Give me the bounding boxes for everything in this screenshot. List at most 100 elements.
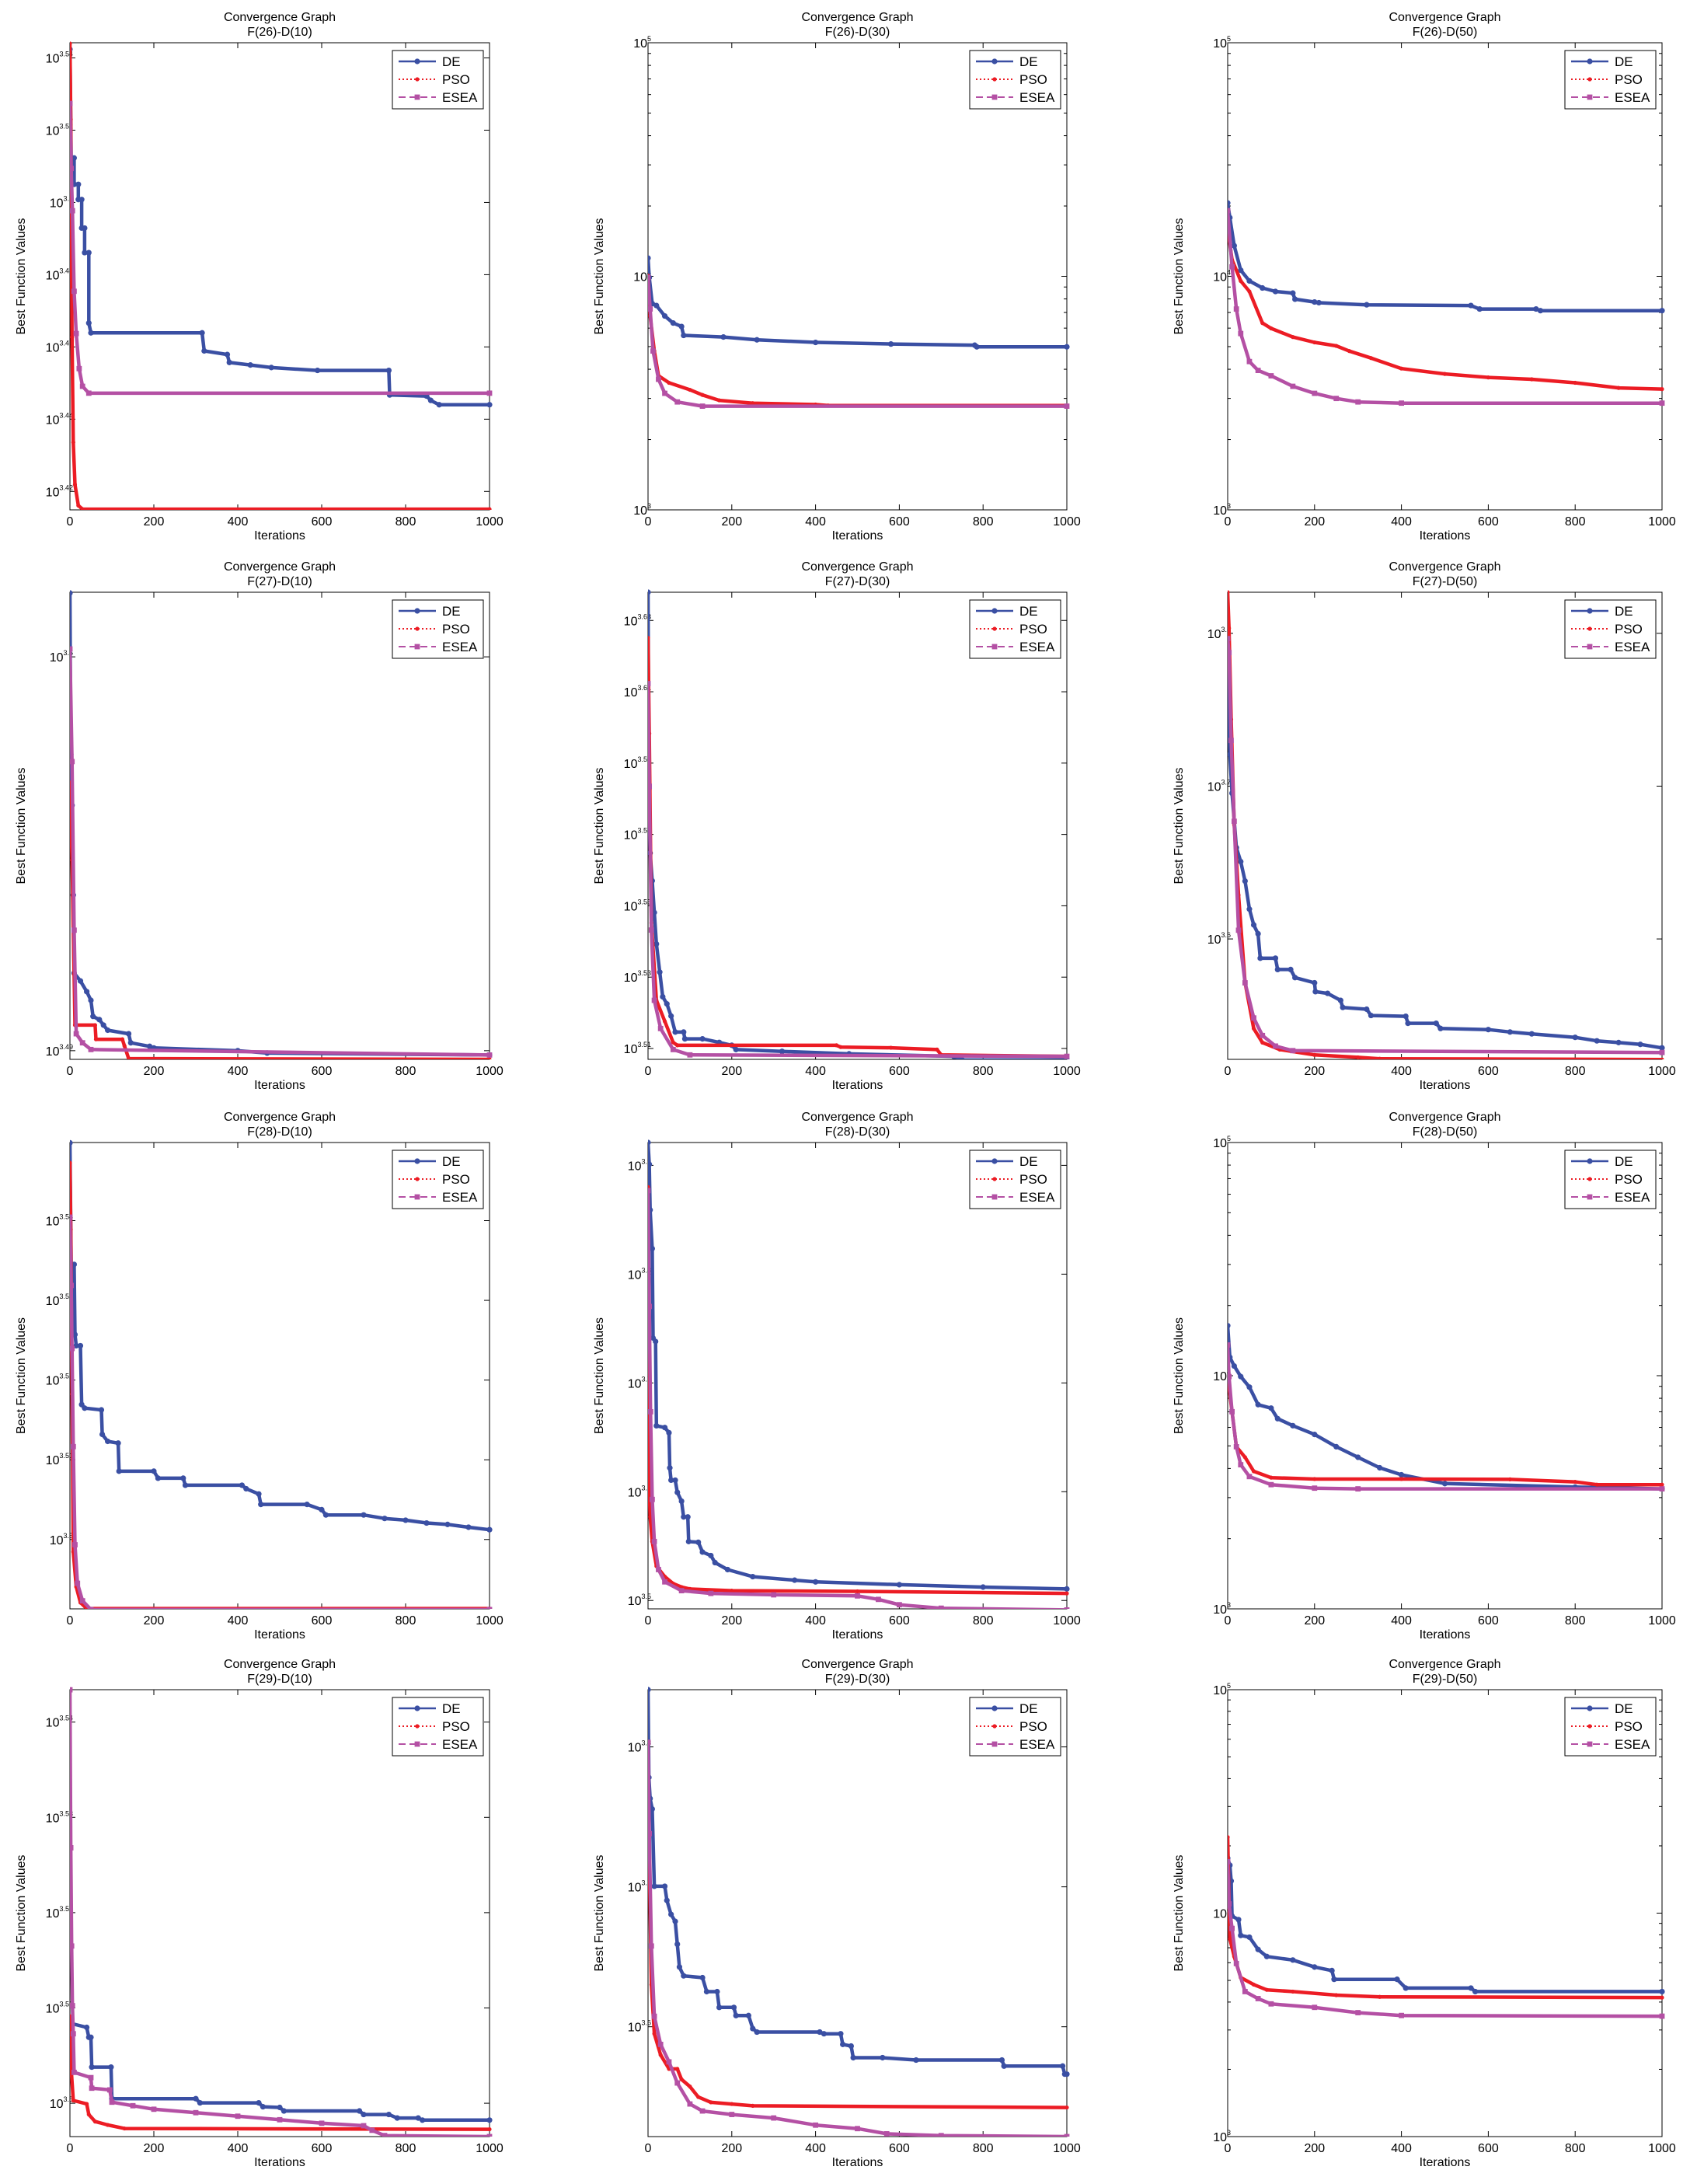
de-marker [201, 347, 207, 354]
x-tick-label: 800 [1565, 1614, 1586, 1628]
de-marker [420, 2117, 426, 2123]
de-marker [82, 249, 88, 256]
y-tick-label: 103.7 [1207, 778, 1231, 794]
esea-marker [991, 1741, 998, 1747]
de-marker [1329, 1967, 1335, 1973]
y-tick-label: 103.49 [46, 1043, 73, 1059]
y-tick-label: 105 [633, 35, 651, 51]
de-marker [1064, 2071, 1070, 2078]
legend-label: ESEA [1615, 1737, 1650, 1752]
de-marker [1064, 344, 1070, 350]
de-marker [672, 1918, 678, 1924]
y-tick-label: 103.52 [46, 1905, 73, 1921]
pso-marker [838, 1045, 843, 1049]
legend: DE PSO ESEA [1564, 50, 1657, 110]
de-marker [1246, 906, 1253, 912]
pso-marker [855, 1589, 860, 1594]
y-tick-label: 103.5 [50, 1532, 73, 1547]
de-marker [90, 1014, 96, 1020]
de-marker [84, 989, 90, 995]
de-marker [681, 1514, 687, 1520]
legend: DE PSO ESEA [1564, 599, 1657, 659]
y-tick-base: 10 [46, 1375, 60, 1388]
series-markers-esea [70, 1687, 493, 2137]
x-tick-label: 800 [973, 1065, 994, 1078]
y-tick-base: 10 [624, 686, 638, 700]
de-marker [653, 940, 660, 947]
series-line-esea [648, 277, 1067, 408]
legend-label: ESEA [1615, 640, 1650, 654]
legend-item-de: DE [1571, 1701, 1633, 1716]
y-tick-base: 10 [628, 1377, 642, 1390]
pso-marker [751, 401, 755, 406]
chart-subtitle: F(28)-D(10) [247, 1125, 312, 1139]
de-marker [182, 1482, 189, 1488]
de-marker [779, 1048, 786, 1055]
pso-marker [1228, 590, 1230, 595]
de-marker [708, 1552, 714, 1559]
y-tick-label: 103.8 [628, 1739, 651, 1755]
de-marker [1272, 288, 1279, 295]
series-line-de [1228, 1858, 1662, 1994]
y-tick-exponent: 3.5 [63, 2095, 73, 2103]
de-marker [1064, 1586, 1070, 1592]
legend-item-pso: PSO [976, 72, 1047, 87]
legend-label: PSO [1615, 622, 1643, 637]
pso-marker [992, 626, 997, 631]
y-tick-exponent: 3.59 [637, 755, 651, 763]
y-tick-exponent: 3.42 [59, 483, 73, 491]
de-marker [226, 359, 232, 365]
x-tick-label: 400 [228, 515, 249, 529]
y-tick-exponent: 3.8 [641, 1739, 651, 1747]
esea-marker [1233, 1444, 1239, 1450]
de-marker [1246, 277, 1253, 284]
y-tick-base: 10 [1207, 780, 1221, 794]
chart-title: Convergence Graph [801, 560, 913, 574]
de-marker [991, 1705, 998, 1711]
legend-label: DE [1615, 54, 1633, 69]
de-marker [1231, 1362, 1237, 1369]
x-tick-label: 1000 [1648, 1614, 1676, 1628]
legend-label: PSO [442, 622, 470, 637]
esea-marker [1231, 818, 1237, 825]
de-marker [197, 2099, 203, 2106]
legend-label: PSO [1019, 1172, 1047, 1187]
de-marker [1242, 877, 1248, 884]
x-axis-label: Iterations [254, 529, 305, 543]
y-axis-label: Best Function Values [593, 218, 606, 334]
x-axis-label: Iterations [1420, 1628, 1471, 1641]
y-axis-label: Best Function Values [1173, 218, 1186, 334]
pso-marker [120, 1037, 125, 1041]
x-tick-label: 0 [645, 1614, 652, 1628]
esea-marker [1290, 383, 1296, 389]
esea-marker [1659, 1049, 1665, 1055]
pso-marker [1228, 626, 1232, 630]
legend-item-pso: PSO [1571, 622, 1643, 637]
x-tick-label: 1000 [476, 2142, 504, 2155]
esea-marker [70, 759, 75, 765]
esea-marker [1235, 927, 1242, 933]
pso-marker [1264, 1987, 1269, 1992]
esea-marker [75, 1580, 81, 1586]
y-tick-exponent: 3.55 [637, 898, 651, 905]
de-marker [155, 1475, 161, 1481]
x-tick-label: 0 [67, 2142, 74, 2155]
legend: DE PSO ESEA [392, 1697, 484, 1757]
x-tick-label: 1000 [1648, 515, 1676, 529]
pso-marker [1065, 2105, 1069, 2110]
de-marker [1468, 302, 1474, 309]
esea-marker [70, 1943, 75, 1949]
legend-item-de: DE [976, 604, 1038, 619]
series-line-esea [648, 1742, 1068, 2137]
de-marker [98, 1407, 105, 1413]
legend-label: PSO [1019, 1719, 1047, 1734]
esea-marker [1273, 1043, 1278, 1049]
pso-marker [1660, 387, 1664, 392]
pso-marker [127, 1056, 131, 1059]
pso-marker [1260, 1040, 1265, 1045]
legend-item-de: DE [976, 1154, 1038, 1169]
esea-marker [70, 2031, 76, 2037]
pso-marker [70, 41, 72, 46]
esea-marker [687, 2101, 693, 2107]
y-tick-exponent: 3.44 [59, 411, 73, 419]
